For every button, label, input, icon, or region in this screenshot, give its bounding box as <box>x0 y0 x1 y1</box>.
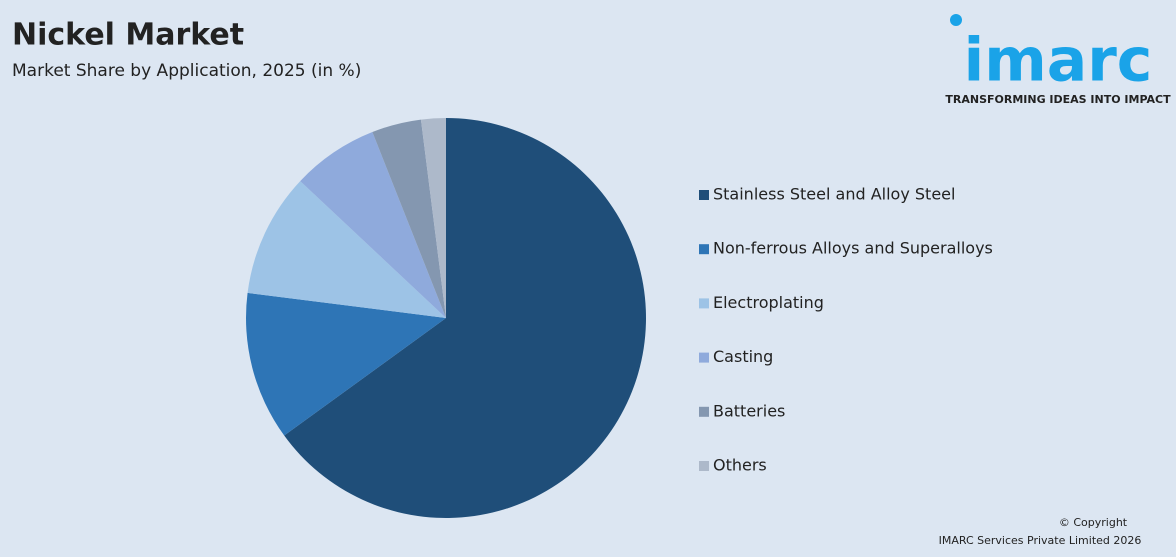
logo-name: imarc <box>964 26 1153 96</box>
legend-label: Non-ferrous Alloys and Superalloys <box>713 239 993 258</box>
legend-swatch <box>699 352 709 363</box>
legend-label: Stainless Steel and Alloy Steel <box>713 185 955 204</box>
chart-title: Nickel Market <box>12 18 244 53</box>
owner: IMARC Services Private Limited 2026 <box>939 534 1142 547</box>
legend-swatch <box>699 461 709 471</box>
legend-swatch <box>699 244 709 255</box>
logo-dot <box>950 14 962 26</box>
legend-label: Others <box>713 456 767 475</box>
pie-slice <box>372 119 446 318</box>
legend-label: Electroplating <box>713 293 824 312</box>
legend-label: Casting <box>713 347 773 366</box>
legend-label: Batteries <box>713 401 785 420</box>
pie-slice <box>284 118 646 518</box>
legend-swatch <box>699 406 709 417</box>
legend-swatch <box>699 298 709 309</box>
pie-slice <box>246 292 446 436</box>
pie-slice <box>420 118 446 318</box>
copyright: © Copyright <box>1059 516 1128 529</box>
legend-swatch <box>699 190 709 200</box>
pie-slice <box>300 132 446 318</box>
chart-subtitle: Market Share by Application, 2025 (in %) <box>12 61 361 81</box>
pie-slice <box>247 181 446 318</box>
logo-tagline: TRANSFORMING IDEAS INTO IMPACT <box>945 93 1171 106</box>
